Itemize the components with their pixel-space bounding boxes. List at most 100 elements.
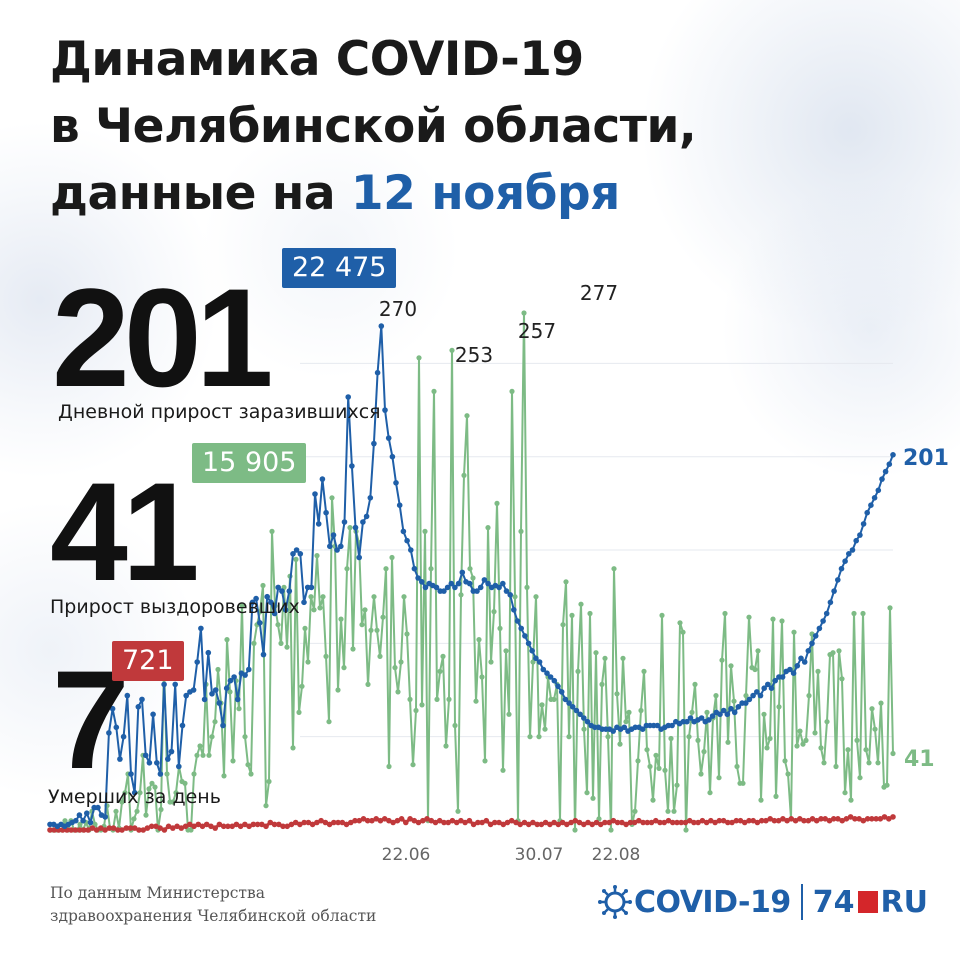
recovered-point [704, 709, 710, 716]
infected-point [286, 588, 293, 594]
infected-point [422, 584, 429, 591]
recovered-point [719, 657, 725, 663]
deaths-point [843, 816, 850, 822]
deaths-point [411, 817, 418, 824]
recovered-point [569, 612, 575, 619]
deaths-point [98, 825, 104, 831]
infected-point [555, 683, 561, 690]
deaths-point [708, 817, 714, 824]
recovered-point [197, 743, 203, 749]
deaths-point [699, 817, 706, 824]
recovered-point [659, 612, 665, 619]
deaths-point [415, 819, 422, 826]
infected-daily-value: 201 [52, 259, 274, 416]
recovered-point [413, 707, 419, 714]
deaths-point [890, 814, 896, 820]
deaths-point [754, 819, 761, 826]
deaths-point [309, 821, 316, 828]
recovered-point [296, 709, 302, 716]
recovered-point [686, 734, 692, 740]
infected-point [176, 763, 182, 770]
infected-point [868, 502, 874, 509]
recovered-end-label: 41 [904, 747, 935, 772]
deaths-point [89, 825, 96, 831]
recovered-point [725, 739, 731, 745]
infected-point [720, 707, 727, 714]
recovered-point [194, 752, 200, 758]
infected-point [511, 607, 517, 613]
deaths-point [339, 819, 346, 826]
deaths-point [873, 816, 879, 822]
recovered-point [191, 771, 197, 777]
recovered-point [662, 767, 668, 773]
deaths-point [212, 825, 218, 831]
deaths-point [640, 819, 646, 826]
deaths-point [449, 817, 456, 824]
recovered-label: Прирост выздоровевших [50, 596, 300, 618]
deaths-point [475, 819, 481, 826]
infected-point [610, 728, 616, 734]
deaths-point [619, 819, 625, 826]
deaths-point [504, 819, 511, 826]
deaths-point [377, 817, 384, 824]
recovered-point [794, 743, 800, 749]
infected-point [146, 760, 153, 766]
recovered-point [146, 786, 152, 792]
deaths-point [432, 819, 439, 826]
recovered-point [428, 566, 434, 572]
deaths-point [597, 821, 604, 828]
recovered-point [821, 760, 827, 766]
infected-point [621, 724, 628, 731]
deaths-point [140, 827, 146, 833]
recovered-point [839, 676, 845, 682]
infected-point [157, 771, 164, 777]
infected-point [194, 659, 200, 665]
deaths-point [568, 819, 574, 826]
logo-divider [800, 884, 803, 920]
infected-point [882, 468, 889, 475]
deaths-point [187, 821, 193, 828]
infected-point [128, 771, 134, 777]
deaths-point [326, 821, 333, 828]
recovered-point [863, 747, 869, 753]
infected-point [485, 580, 491, 587]
recovered-point [479, 674, 485, 680]
deaths-point [813, 817, 820, 824]
deaths-point [233, 821, 240, 828]
recovered-daily-value: 41 [50, 453, 200, 610]
infected-point [404, 537, 410, 544]
recovered-point [716, 775, 722, 781]
deaths-point [835, 816, 841, 822]
logo-74-text: 74 [812, 884, 855, 920]
infected-point [419, 579, 425, 585]
deaths-point [403, 819, 409, 826]
infected-point [165, 756, 171, 762]
infected-point [750, 692, 756, 699]
infected-point [411, 565, 418, 572]
deaths-point [441, 819, 447, 826]
recovered-point [551, 696, 557, 703]
covid-74ru-logo[interactable]: COVID-19 74 RU [598, 878, 928, 926]
deaths-point [682, 819, 689, 826]
recovered-point [215, 666, 221, 673]
recovered-point [374, 627, 380, 633]
recovered-point [452, 722, 458, 729]
deaths-point [678, 819, 684, 826]
recovered-point [446, 696, 452, 703]
recovered-point [650, 797, 656, 803]
infected-point [290, 551, 296, 557]
recovered-point [263, 803, 269, 809]
deaths-point [818, 816, 824, 822]
infected-point [860, 521, 867, 527]
deaths-point [589, 821, 595, 828]
infected-point [558, 689, 565, 695]
source-note: По данным Министерства здравоохранения Ч… [50, 882, 376, 928]
infected-total-badge: 22 475 [282, 248, 397, 288]
deaths-point [343, 821, 350, 828]
infected-point [168, 748, 175, 755]
deaths-point [797, 816, 803, 822]
recovered-point [224, 637, 230, 643]
recovered-point [239, 603, 245, 609]
recovered-point [200, 752, 206, 758]
recovered-point [692, 681, 698, 688]
